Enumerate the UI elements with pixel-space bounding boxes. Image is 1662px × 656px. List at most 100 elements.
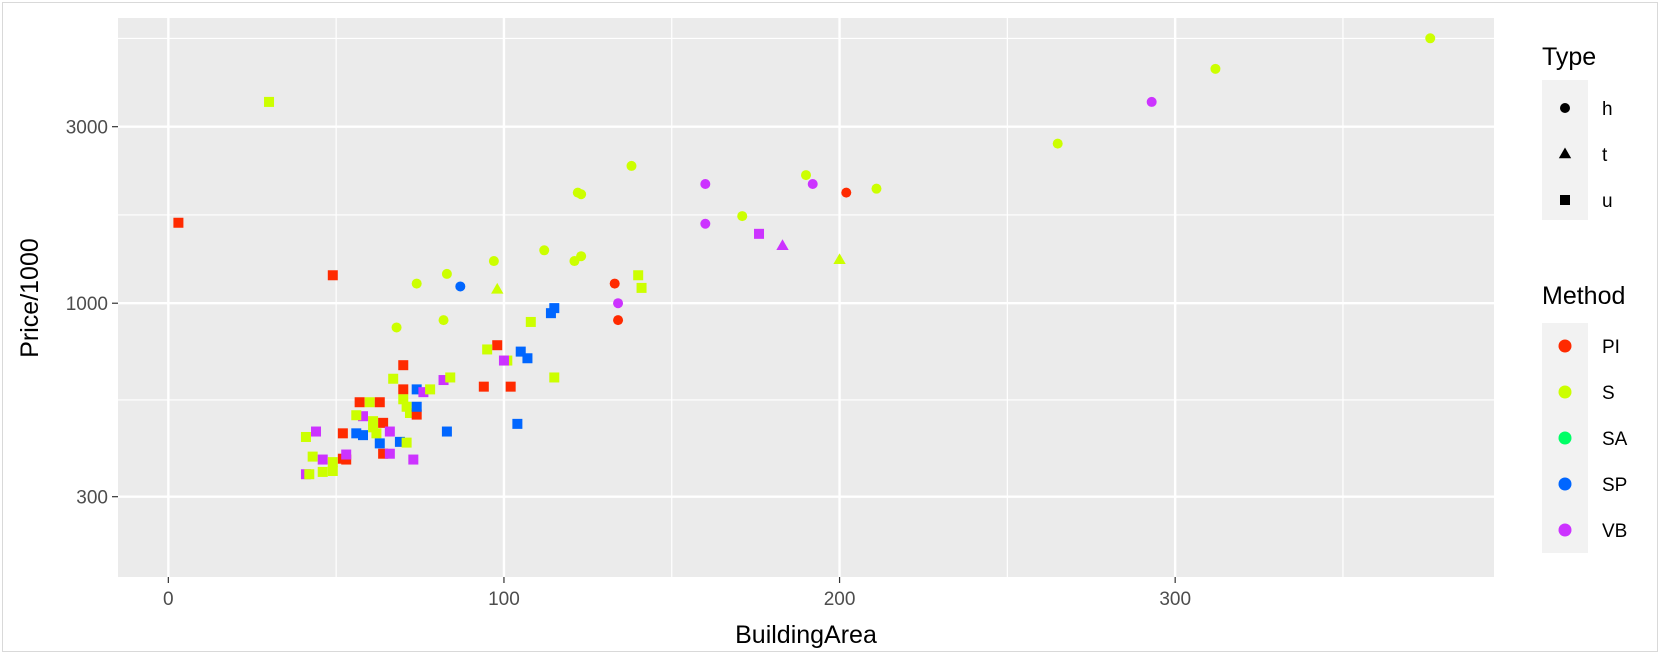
data-point	[378, 448, 389, 459]
data-point	[455, 281, 466, 292]
data-point	[327, 466, 338, 477]
data-point	[871, 183, 882, 194]
data-point	[388, 373, 399, 384]
data-points	[173, 33, 1436, 480]
x-tick-label: 0	[163, 589, 174, 610]
legend-key-triangle	[1558, 147, 1572, 159]
x-axis-ticks: 0 100 200 300	[163, 577, 1191, 610]
data-point	[368, 416, 379, 427]
legend-type-label: u	[1602, 191, 1613, 212]
data-point	[492, 340, 503, 351]
legend-method-label: SA	[1602, 429, 1628, 450]
data-point	[378, 417, 389, 428]
data-point	[418, 387, 429, 398]
y-tick-label: 300	[76, 488, 108, 509]
x-tick-label: 300	[1159, 589, 1191, 610]
data-point	[1146, 96, 1157, 107]
data-point	[613, 298, 624, 309]
data-point	[425, 384, 436, 395]
legend-key-circle	[1560, 103, 1570, 113]
data-point	[609, 278, 620, 289]
data-point	[636, 282, 647, 293]
data-point	[327, 270, 338, 281]
data-point	[327, 457, 338, 468]
data-point	[700, 218, 711, 229]
data-point	[613, 315, 624, 326]
y-axis-title: Price/1000	[16, 238, 44, 358]
data-point	[576, 251, 587, 262]
data-point	[374, 397, 385, 408]
data-point	[317, 454, 328, 465]
data-point	[515, 346, 526, 357]
x-tick-label: 200	[824, 589, 856, 610]
y-tick-label: 1000	[66, 294, 108, 315]
data-point	[441, 268, 452, 279]
data-point	[357, 411, 368, 422]
data-point	[441, 426, 452, 437]
data-point	[576, 189, 587, 200]
data-point	[398, 394, 409, 405]
x-tick-label: 100	[488, 589, 520, 610]
data-point	[505, 381, 516, 392]
data-point	[549, 303, 560, 314]
data-point	[626, 160, 637, 171]
data-point	[525, 316, 536, 327]
data-point	[384, 426, 395, 437]
data-point	[438, 375, 449, 386]
data-point	[411, 409, 422, 420]
data-point	[841, 187, 852, 198]
legend: Type h t u Method PI S SA SP VB	[1542, 43, 1628, 553]
data-point	[833, 253, 846, 265]
data-point	[304, 469, 315, 480]
data-point	[438, 315, 449, 326]
x-axis-title: BuildingArea	[735, 621, 877, 649]
legend-key-square	[1560, 195, 1570, 205]
data-point	[737, 211, 748, 222]
legend-type-label: h	[1602, 99, 1613, 120]
grid-minor	[118, 18, 1494, 577]
data-point	[545, 308, 556, 319]
data-point	[371, 428, 382, 439]
data-point	[491, 282, 504, 294]
data-point	[411, 401, 422, 412]
legend-key-color	[1558, 523, 1572, 537]
data-point	[173, 217, 184, 228]
data-point	[317, 466, 328, 477]
legend-type-title: Type	[1542, 43, 1596, 71]
data-point	[498, 355, 509, 366]
legend-key-color	[1558, 339, 1572, 353]
data-point	[357, 430, 368, 441]
data-point	[337, 428, 348, 439]
data-point	[364, 397, 375, 408]
data-point	[754, 228, 765, 239]
data-point	[408, 454, 419, 465]
data-point	[401, 437, 412, 448]
data-point	[404, 408, 415, 419]
data-point	[351, 428, 362, 439]
data-point	[411, 278, 422, 289]
data-point	[264, 96, 275, 107]
data-point	[478, 381, 489, 392]
plot-panel	[118, 18, 1494, 577]
data-point	[307, 451, 318, 462]
data-point	[351, 410, 362, 421]
data-point	[488, 256, 499, 267]
legend-method-title: Method	[1542, 282, 1625, 310]
data-point	[341, 449, 352, 460]
data-point	[394, 436, 405, 447]
y-axis-ticks: 300 1000 3000	[66, 118, 118, 509]
data-point	[1052, 138, 1063, 149]
data-point	[391, 322, 402, 333]
data-point	[776, 239, 789, 250]
data-point	[445, 372, 456, 383]
legend-method-label: VB	[1602, 521, 1627, 542]
data-point	[801, 170, 811, 181]
data-point	[1210, 63, 1221, 74]
data-point	[374, 438, 385, 449]
data-point	[341, 454, 352, 465]
data-point	[300, 431, 311, 442]
data-point	[384, 448, 395, 459]
grid-major	[118, 18, 1494, 577]
legend-method-label: S	[1602, 383, 1615, 404]
